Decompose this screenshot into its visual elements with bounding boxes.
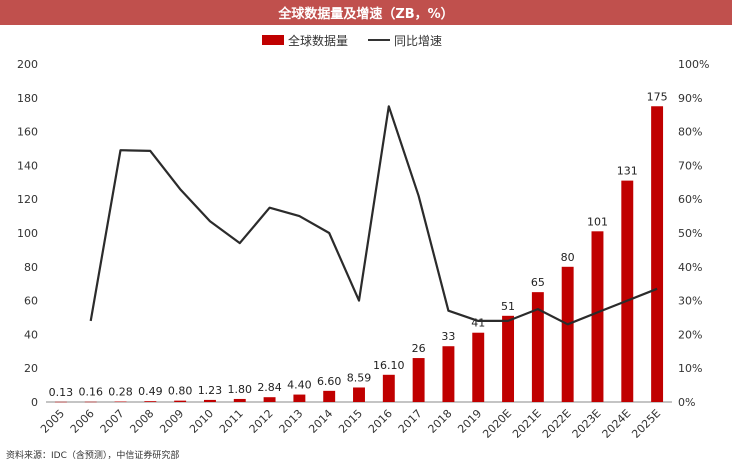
x-tick-label: 2021E <box>510 407 544 441</box>
bar-value-label: 1.80 <box>228 383 253 396</box>
x-tick-label: 2018 <box>426 407 455 436</box>
y-left-tick-label: 80 <box>24 261 38 274</box>
y-left-tick-label: 160 <box>17 126 38 139</box>
x-tick-label: 2013 <box>277 407 306 436</box>
bar-value-label: 6.60 <box>317 375 342 388</box>
bar-2018 <box>442 346 455 402</box>
x-tick-label: 2024E <box>599 407 633 441</box>
y-right-tick-label: 0% <box>678 396 695 409</box>
bar-value-label: 33 <box>441 330 455 343</box>
bar-2005 <box>54 401 67 403</box>
y-left-tick-label: 180 <box>17 92 38 105</box>
x-tick-label: 2017 <box>396 407 425 436</box>
y-right-tick-label: 10% <box>678 362 702 375</box>
y-right-tick-label: 70% <box>678 159 702 172</box>
x-tick-label: 2023E <box>570 407 604 441</box>
bar-2014 <box>323 390 336 402</box>
x-tick-label: 2006 <box>68 407 97 436</box>
bar-2013 <box>293 394 306 402</box>
bar-value-label: 1.23 <box>198 384 223 397</box>
legend-bar-label: 全球数据量 <box>288 33 349 48</box>
bar-value-label: 175 <box>647 90 668 103</box>
y-left-tick-label: 100 <box>17 227 38 240</box>
growth-rate-line <box>89 105 658 326</box>
x-tick-label: 2009 <box>157 407 186 436</box>
bar-value-label: 0.13 <box>49 386 74 399</box>
x-tick-label: 2005 <box>38 407 67 436</box>
y-right-tick-label: 90% <box>678 92 702 105</box>
bar-2008 <box>144 401 157 402</box>
bar-2009 <box>174 400 187 402</box>
bar-2024E <box>621 180 634 402</box>
y-right-tick-label: 50% <box>678 227 702 240</box>
y-left-tick-label: 140 <box>17 159 38 172</box>
bar-value-label: 101 <box>587 215 608 228</box>
x-tick-label: 2016 <box>366 407 395 436</box>
bar-value-label: 0.16 <box>78 386 103 399</box>
bar-2007 <box>114 401 127 403</box>
x-tick-label: 2012 <box>247 407 276 436</box>
chart-title: 全球数据量及增速（ZB，%） <box>0 0 732 25</box>
bar-2022E <box>561 266 574 402</box>
y-left-tick-label: 0 <box>31 396 38 409</box>
y-right-tick-label: 30% <box>678 295 702 308</box>
bar-value-label: 80 <box>561 251 575 264</box>
bar-2021E <box>531 292 544 402</box>
bar-2017 <box>412 358 425 402</box>
bar-2016 <box>382 374 395 402</box>
x-tick-label: 2011 <box>217 407 246 436</box>
x-tick-label: 2022E <box>540 407 574 441</box>
legend: 全球数据量 同比增速 <box>262 31 442 49</box>
y-left-tick-label: 120 <box>17 193 38 206</box>
bar-value-label: 4.40 <box>287 379 312 392</box>
bar-value-label: 0.80 <box>168 385 193 398</box>
y-left-tick-label: 200 <box>17 58 38 71</box>
bar-2006 <box>84 401 97 403</box>
y-left-tick-label: 60 <box>24 295 38 308</box>
y-right-tick-label: 20% <box>678 328 702 341</box>
bar-value-label: 0.28 <box>108 386 133 399</box>
bar-value-label: 65 <box>531 276 545 289</box>
y-left-tick-label: 40 <box>24 328 38 341</box>
bar-2025E <box>651 106 664 402</box>
bar-value-label: 16.10 <box>373 359 405 372</box>
legend-line-swatch <box>368 39 391 41</box>
x-tick-label: 2020E <box>480 407 514 441</box>
bar-value-label: 131 <box>617 165 638 178</box>
legend-bar-swatch <box>262 35 284 45</box>
bar-value-label: 8.59 <box>347 371 372 384</box>
y-right-tick-label: 100% <box>678 58 709 71</box>
bar-2015 <box>353 387 365 402</box>
bar-value-label: 0.49 <box>138 385 163 398</box>
y-right-tick-label: 60% <box>678 193 702 206</box>
x-tick-label: 2015 <box>336 407 365 436</box>
bar-2012 <box>263 397 276 402</box>
legend-line-label: 同比增速 <box>394 33 443 48</box>
bar-value-label: 2.84 <box>257 381 282 394</box>
bar-2010 <box>203 399 216 402</box>
x-tick-label: 2008 <box>127 407 156 436</box>
x-tick-label: 2007 <box>98 407 127 436</box>
y-right-tick-label: 40% <box>678 261 702 274</box>
bar-2019 <box>472 332 485 402</box>
bar-2011 <box>233 398 246 402</box>
source-note: 资料来源：IDC（含预测），中信证券研究部 <box>6 451 180 461</box>
bar-value-label: 51 <box>501 300 515 313</box>
x-tick-label: 2010 <box>187 407 216 436</box>
x-tick-label: 2025E <box>629 407 663 441</box>
y-left-tick-label: 20 <box>24 362 38 375</box>
bar-value-label: 26 <box>412 342 426 355</box>
bar-2020E <box>502 315 515 402</box>
y-right-tick-label: 80% <box>678 126 702 139</box>
bar-2023E <box>591 231 604 402</box>
x-tick-label: 2014 <box>306 407 335 436</box>
